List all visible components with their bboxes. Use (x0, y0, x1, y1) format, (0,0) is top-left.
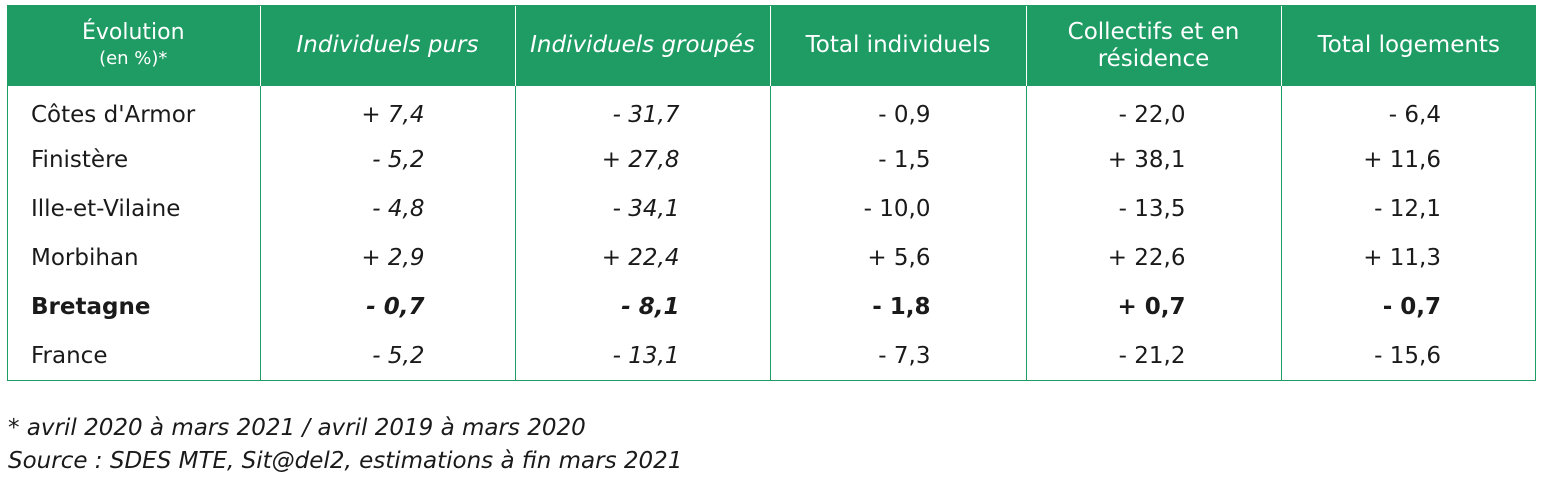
cell-individuels-groupes: - 34,1 (514, 184, 770, 234)
table-row-bretagne: Bretagne - 0,7 - 8,1 - 1,8 + 0,7 - 0,7 (7, 282, 1536, 332)
header-individuels-purs: Individuels purs (260, 5, 516, 86)
row-label: Morbihan (31, 245, 139, 272)
footnotes: * avril 2020 à mars 2021 / avril 2019 à … (8, 412, 682, 478)
header-evolution-title: Évolution (81, 19, 185, 45)
cell-collectifs: - 13,5 (1025, 184, 1281, 234)
cell-total-individuels: - 0,9 (769, 86, 1026, 136)
cell-individuels-purs: - 4,8 (259, 184, 515, 234)
row-label: Côtes d'Armor (31, 101, 196, 128)
header-collectifs: Collectifs et en résidence (1026, 5, 1282, 86)
header-evolution-unit: (en %)* (99, 47, 168, 69)
cell-individuels-purs: - 5,2 (259, 331, 515, 381)
header-row: Évolution (en %)* Individuels purs Indiv… (7, 5, 1536, 86)
cell-individuels-groupes: + 27,8 (514, 135, 770, 185)
cell-total-individuels: - 1,5 (769, 135, 1026, 185)
cell-collectifs: - 22,0 (1025, 86, 1281, 136)
header-individuels-groupes: Individuels groupés (515, 5, 771, 86)
cell-collectifs: - 21,2 (1025, 331, 1281, 381)
cell-total-logements: - 0,7 (1280, 282, 1536, 332)
cell-total-individuels: - 7,3 (769, 331, 1026, 381)
table-row-cotes-darmor: Côtes d'Armor + 7,4 - 31,7 - 0,9 - 22,0 … (7, 86, 1536, 136)
table-row-ille-et-vilaine: Ille-et-Vilaine - 4,8 - 34,1 - 10,0 - 13… (7, 184, 1536, 234)
cell-total-logements: - 6,4 (1280, 86, 1536, 136)
table-body: Côtes d'Armor + 7,4 - 31,7 - 0,9 - 22,0 … (7, 86, 1536, 381)
period-note: * avril 2020 à mars 2021 / avril 2019 à … (8, 415, 586, 441)
cell-total-individuels: - 10,0 (769, 184, 1026, 234)
row-label: Finistère (31, 146, 129, 173)
cell-total-individuels: - 1,8 (769, 282, 1026, 332)
header-evolution: Évolution (en %)* (7, 5, 261, 86)
cell-individuels-purs: + 7,4 (259, 86, 515, 136)
header-total-logements: Total logements (1281, 5, 1536, 86)
cell-individuels-groupes: - 13,1 (514, 331, 770, 381)
table-header: Évolution (en %)* Individuels purs Indiv… (7, 5, 1536, 86)
row-label: Bretagne (31, 294, 151, 321)
cell-individuels-purs: + 2,9 (259, 233, 515, 283)
row-label: France (31, 343, 108, 370)
cell-individuels-groupes: - 8,1 (514, 282, 770, 332)
cell-individuels-groupes: - 31,7 (514, 86, 770, 136)
cell-collectifs: + 22,6 (1025, 233, 1281, 283)
cell-total-logements: - 15,6 (1280, 331, 1536, 381)
cell-total-logements: + 11,6 (1280, 135, 1536, 185)
evolution-table: Évolution (en %)* Individuels purs Indiv… (7, 5, 1536, 381)
cell-total-logements: + 11,3 (1280, 233, 1536, 283)
row-label: Ille-et-Vilaine (31, 195, 181, 222)
cell-individuels-purs: - 5,2 (259, 135, 515, 185)
cell-total-logements: - 12,1 (1280, 184, 1536, 234)
cell-total-individuels: + 5,6 (769, 233, 1026, 283)
source-note: Source : SDES MTE, Sit@del2, estimations… (8, 448, 683, 474)
table-row-morbihan: Morbihan + 2,9 + 22,4 + 5,6 + 22,6 + 11,… (7, 233, 1536, 283)
cell-individuels-groupes: + 22,4 (514, 233, 770, 283)
cell-collectifs: + 0,7 (1025, 282, 1281, 332)
table-row-finistere: Finistère - 5,2 + 27,8 - 1,5 + 38,1 + 11… (7, 135, 1536, 185)
cell-individuels-purs: - 0,7 (259, 282, 515, 332)
header-total-individuels: Total individuels (770, 5, 1027, 86)
cell-collectifs: + 38,1 (1025, 135, 1281, 185)
table-row-france: France - 5,2 - 13,1 - 7,3 - 21,2 - 15,6 (7, 331, 1536, 381)
